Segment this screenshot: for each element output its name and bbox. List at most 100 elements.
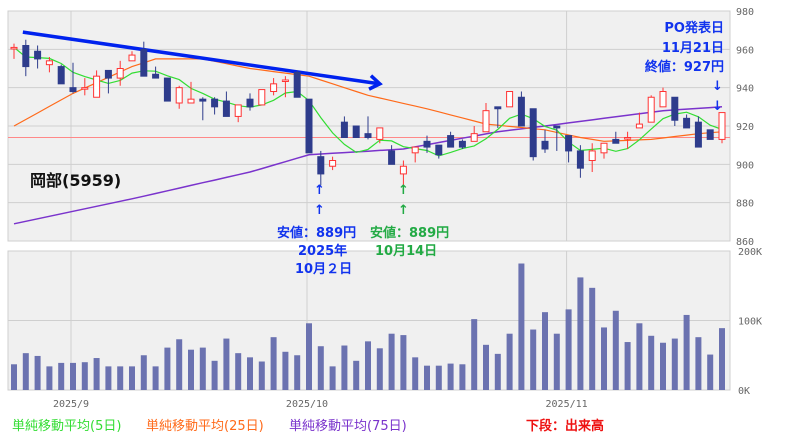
ma25-line [13, 58, 723, 142]
low1-arrow-up-icon: ↑ [314, 203, 325, 218]
volume-bar [471, 319, 478, 390]
candle-body [152, 73, 160, 79]
candle-body [22, 45, 30, 68]
price-tick-label: 960 [736, 45, 754, 56]
volume-bar [459, 364, 466, 390]
volume-bar [140, 355, 147, 390]
candle [187, 81, 195, 104]
candle-body [388, 150, 396, 165]
volume-bar [707, 354, 714, 390]
candle [293, 70, 301, 98]
legend-ma25: 単純移動平均(25日) [146, 418, 264, 434]
candle-body [128, 54, 136, 62]
candle [128, 51, 136, 62]
candle [624, 131, 632, 149]
date-tick-label: 2025/10 [286, 399, 328, 410]
candle-body [612, 138, 620, 144]
candle-body [258, 89, 266, 106]
candle [69, 62, 77, 94]
volume-bar [719, 328, 725, 390]
volume-bar [388, 333, 395, 390]
candle [57, 64, 65, 85]
candle [199, 97, 207, 121]
volume-bar [306, 323, 312, 390]
candle [222, 91, 230, 117]
volume-bar [447, 363, 454, 390]
candle-body [553, 125, 561, 129]
candle [270, 78, 278, 96]
volume-tick-label: 0K [738, 386, 750, 397]
volume-bar [211, 360, 218, 390]
candle [140, 41, 148, 77]
candle-body [671, 96, 679, 121]
candle-body [199, 98, 207, 102]
candle [281, 76, 289, 98]
candle [706, 129, 714, 140]
price-tick-label: 860 [736, 237, 754, 248]
candle-body [364, 133, 372, 139]
volume-bar [365, 341, 371, 390]
candle-body [706, 129, 714, 140]
candle-body [187, 98, 195, 104]
candle-body [576, 150, 584, 169]
candle [45, 57, 53, 73]
candle [364, 116, 372, 140]
stock-name-label: 岡部(5959) [30, 171, 121, 190]
volume-bar [258, 361, 265, 390]
candle [576, 145, 584, 178]
candle [317, 150, 325, 186]
volume-bar [683, 314, 690, 390]
candle [104, 69, 112, 94]
candle [163, 77, 171, 102]
candle [635, 112, 643, 129]
candle-body [565, 135, 573, 152]
volume-bar [577, 277, 584, 390]
date-tick-label: 2025/9 [53, 399, 89, 410]
legend-ma75: 単純移動平均(75日) [289, 418, 407, 434]
candle-body [683, 117, 691, 129]
volume-bar [424, 365, 430, 390]
candle-body [293, 71, 301, 98]
candle [683, 114, 691, 129]
volume-bar [624, 342, 631, 390]
volume-bar [695, 337, 702, 390]
low1-price-label: 安値：889円 [277, 225, 356, 241]
volume-bar [612, 310, 619, 390]
candle [352, 125, 360, 138]
candle-body [340, 121, 348, 138]
volume-tick-label: 100K [738, 317, 762, 328]
volume-bar [341, 345, 348, 390]
candle [541, 129, 549, 153]
candle [305, 98, 313, 154]
volume-bar [589, 287, 596, 390]
candle-body [494, 106, 502, 110]
candle [175, 85, 183, 109]
volume-bar [93, 358, 100, 390]
volume-bar [235, 353, 242, 390]
volume-bar [494, 353, 501, 390]
candle [211, 97, 219, 115]
volume-bar [412, 357, 419, 390]
candle [517, 91, 525, 127]
candle [482, 103, 490, 133]
candle-body [718, 112, 726, 140]
candle-body [329, 160, 337, 167]
volume-bar [152, 366, 159, 390]
candle-body [234, 104, 242, 117]
candle-body [517, 96, 525, 127]
candle [435, 144, 443, 159]
volume-bar [376, 348, 383, 390]
candle-body [34, 50, 42, 60]
price-tick-label: 940 [736, 84, 754, 95]
candle [529, 108, 537, 161]
po-close-label: 終値：927円 [645, 59, 724, 75]
volume-bar [518, 263, 525, 390]
candle-body [116, 68, 124, 79]
low2-arrow-up-icon: ↑ [398, 183, 409, 198]
volume-bar [22, 353, 29, 390]
legend-volume-note: 下段：出来高 [526, 418, 604, 434]
volume-bar [129, 366, 135, 390]
candle-body [600, 142, 608, 154]
candle [93, 70, 101, 98]
volume-bar [247, 357, 253, 390]
